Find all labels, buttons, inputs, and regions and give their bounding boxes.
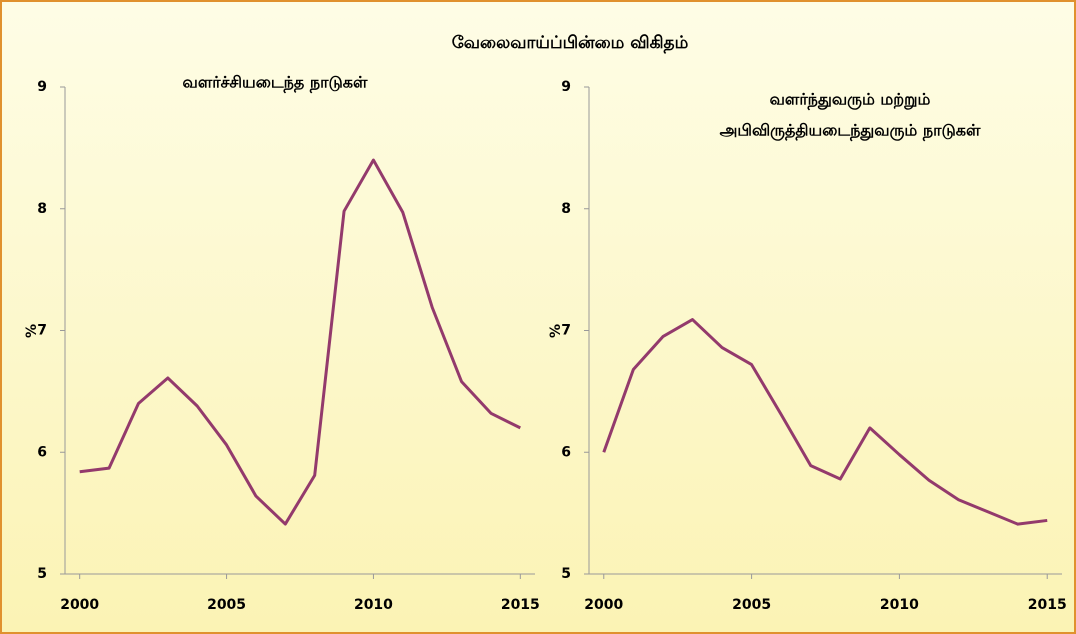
x-tick-label: 2015 [1028,597,1067,613]
subplot-title: அபிவிருத்தியடைந்துவரும் நாடுகள் [720,121,981,141]
x-tick-label: 2010 [880,597,919,613]
line [79,158,521,526]
y-tick-label: 7 [561,323,571,339]
y-tick-label: 5 [37,566,47,582]
y-tick-label: 5 [561,566,571,582]
y-tick-label: 9 [561,79,571,95]
y-tick-label: 6 [37,444,47,460]
y-tick-label: 8 [37,201,47,217]
subplot-title: வளர்ந்துவரும் மற்றும் [770,90,931,110]
y-tick-label: 8 [561,201,571,217]
x-tick-label: 2010 [354,597,393,613]
x-tick-label: 2015 [501,597,540,613]
y-axis-label: % [24,324,40,338]
x-tick-label: 2005 [732,597,771,613]
y-tick-label: 9 [37,79,47,95]
x-tick-label: 2005 [207,597,246,613]
x-tick-label: 2000 [584,597,623,613]
x-tick-label: 2000 [60,597,99,613]
chart-title: வேலைவாய்ப்பின்மை விகிதம் [452,33,689,53]
subplot-title: வளர்ச்சியடைந்த நாடுகள் [183,73,368,93]
y-axis-label: % [548,324,564,338]
line [602,318,1048,526]
y-tick-label: 7 [37,323,47,339]
y-tick-label: 6 [561,444,571,460]
